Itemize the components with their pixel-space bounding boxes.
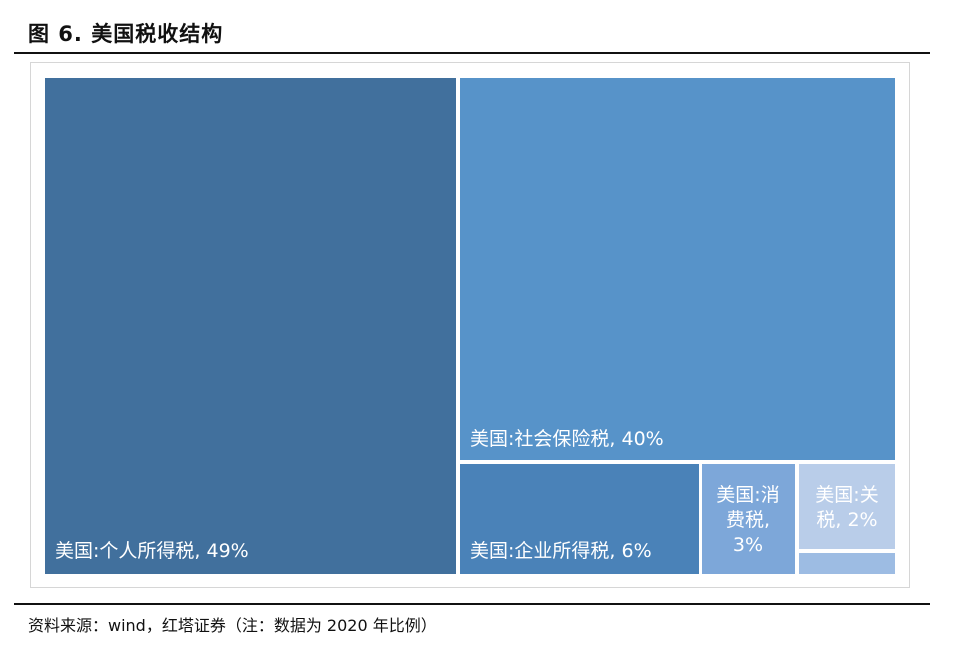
treemap-tile	[45, 78, 456, 574]
treemap-tile-label: 3%	[733, 534, 763, 556]
source-note: 资料来源：wind，红塔证券（注：数据为 2020 年比例）	[28, 616, 437, 635]
treemap-tile	[799, 553, 895, 574]
treemap-tile	[799, 464, 895, 549]
figure-title: 图 6. 美国税收结构	[28, 22, 224, 46]
treemap-tile-label: 费税,	[726, 509, 770, 531]
treemap-tile-label: 美国:消	[716, 484, 779, 506]
treemap-svg: 美国:个人所得税, 49% 美国:社会保险税, 40% 美国:企业所得税, 6% 美国…	[45, 78, 895, 574]
treemap-tile	[702, 464, 795, 574]
treemap-tile-label: 美国:企业所得税, 6%	[470, 540, 652, 562]
treemap-tile-label: 美国:关	[815, 484, 878, 506]
treemap-tile-label: 美国:个人所得税, 49%	[55, 540, 249, 562]
treemap-tile-label: 税, 2%	[816, 509, 877, 531]
treemap-chart: 美国:个人所得税, 49% 美国:社会保险税, 40% 美国:企业所得税, 6% 美国…	[30, 62, 910, 588]
bottom-rule	[14, 603, 930, 605]
top-rule	[14, 52, 930, 54]
treemap-tile-label: 美国:社会保险税, 40%	[470, 428, 664, 450]
treemap-tile	[460, 464, 699, 574]
treemap-tile	[460, 78, 895, 460]
